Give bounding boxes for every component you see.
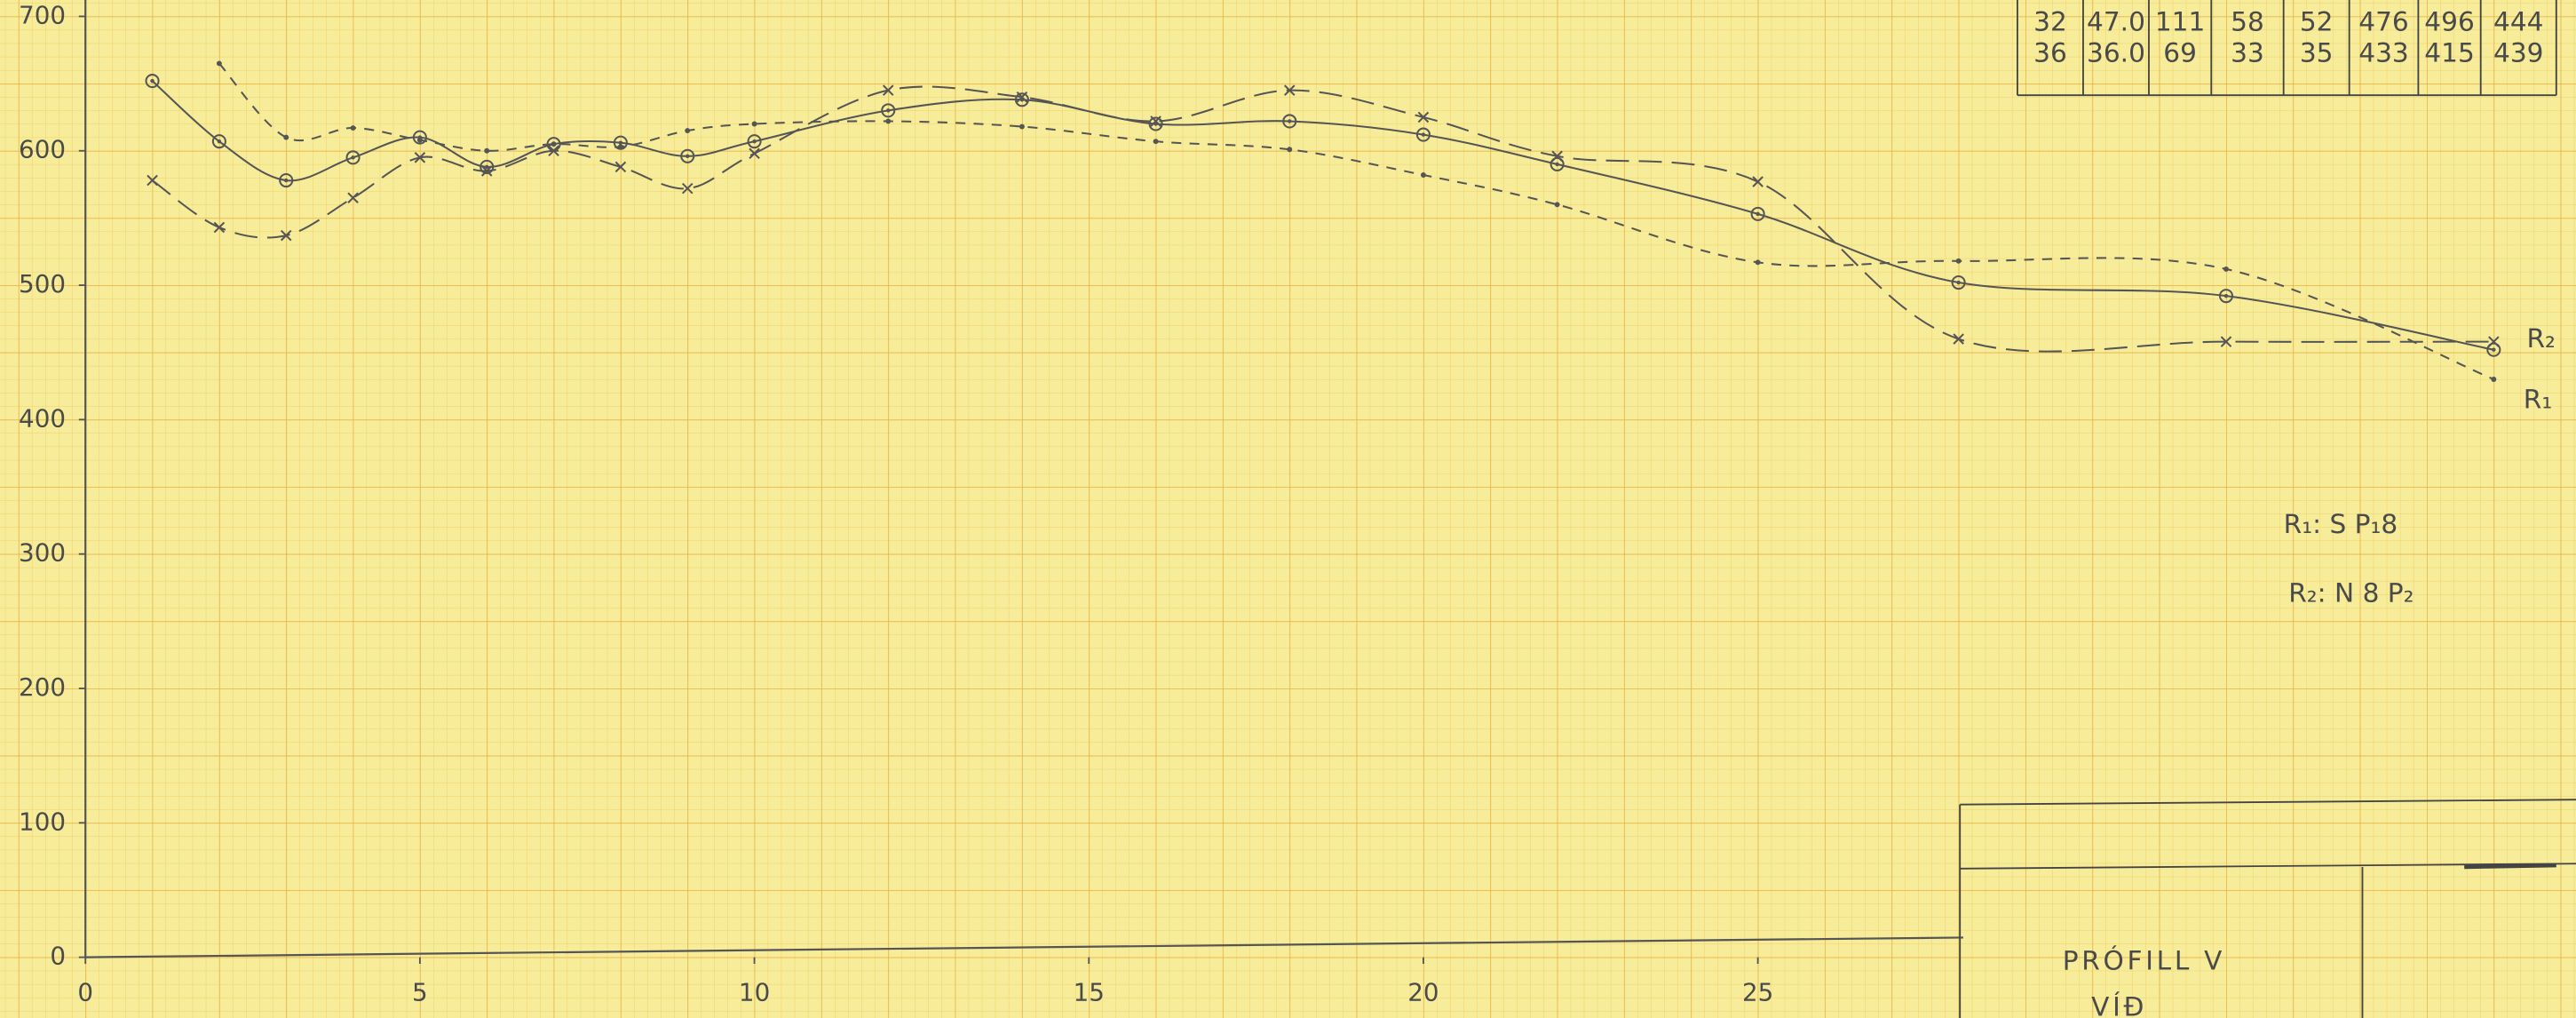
table-cell: 111 [2155, 6, 2205, 36]
marker-dot [2224, 294, 2228, 298]
dot-marker [1421, 172, 1426, 178]
x-tick-label: 0 [77, 977, 93, 1006]
marker-dot [1956, 281, 1960, 284]
marker-dot [150, 79, 154, 83]
title-block-text: PRÓFILL V [2063, 944, 2225, 976]
y-tick-label: 0 [50, 942, 66, 971]
table-cell: 476 [2358, 6, 2408, 36]
table-cell: 52 [2300, 6, 2334, 36]
y-tick-label: 500 [19, 269, 66, 298]
dot-marker [1019, 124, 1025, 130]
table-cell: 35 [2300, 38, 2334, 68]
dot-marker [283, 135, 289, 140]
marker-dot [752, 139, 756, 143]
table-cell: 415 [2424, 38, 2474, 68]
table-cell: 58 [2231, 6, 2264, 36]
marker-dot [619, 140, 622, 144]
x-tick-label: 5 [412, 977, 428, 1006]
dot-marker [1153, 139, 1159, 144]
table-cell: 69 [2163, 38, 2197, 68]
marker-dot [1288, 119, 1291, 123]
y-tick-label: 400 [19, 403, 66, 433]
dot-marker [551, 141, 557, 147]
dot-marker [484, 148, 489, 154]
title-block-line [2464, 865, 2556, 867]
x-tick-label: 10 [739, 977, 770, 1006]
x-tick-label: 15 [1074, 977, 1105, 1006]
marker-dot [886, 108, 890, 112]
y-tick-label: 300 [19, 538, 66, 568]
y-tick-label: 700 [19, 0, 66, 29]
annotation: R₁: S P₁8 [2284, 509, 2398, 539]
page: {"chart_data": { "type": "line", "xlim":… [0, 0, 2576, 1018]
dot-marker [217, 60, 222, 66]
table-cell: 36 [2033, 38, 2067, 68]
dot-marker [685, 128, 690, 133]
table-cell: 444 [2493, 6, 2543, 36]
dot-marker [1287, 147, 1292, 152]
annotation: R₂: N 8 P₂ [2288, 578, 2414, 608]
table-cell: 496 [2424, 6, 2474, 36]
marker-dot [1555, 163, 1558, 166]
marker-dot [351, 155, 354, 159]
dot-marker [2491, 377, 2496, 382]
major-grid [0, 0, 2576, 1018]
dot-marker [618, 144, 623, 149]
x-tick-label: 20 [1407, 977, 1439, 1006]
dot-marker [351, 125, 356, 131]
table-cell: 433 [2358, 38, 2408, 68]
dot-marker [2223, 266, 2229, 272]
title-block-text: VÍÐ [2091, 990, 2147, 1018]
x-tick-label: 25 [1742, 977, 1773, 1006]
table-cell: 33 [2231, 38, 2264, 68]
dot-marker [885, 119, 891, 124]
dot-marker [1555, 202, 1560, 207]
dot-marker [1956, 258, 1962, 264]
annotation: R₁ [2524, 385, 2552, 415]
y-tick-label: 600 [19, 135, 66, 164]
marker-dot [2492, 347, 2495, 351]
table-cell: 36.0 [2087, 38, 2145, 68]
table-cell: 47.0 [2087, 6, 2145, 36]
graph-paper: 0 100 200 300 400 500 600 700 0 5 10 15 20 25 R₂ R₁ R₁: … [0, 0, 2576, 1018]
marker-dot [1756, 212, 1759, 216]
y-tick-label: 200 [19, 672, 66, 702]
annotation: R₂ [2526, 323, 2555, 354]
marker-dot [1422, 132, 1425, 136]
table-cell: 439 [2493, 38, 2543, 68]
table-cell: 32 [2033, 6, 2067, 36]
dot-marker [752, 122, 757, 127]
dot-marker [417, 138, 423, 143]
dot-marker [1756, 259, 1761, 265]
marker-dot [284, 179, 288, 182]
y-tick-label: 100 [19, 807, 66, 836]
marker-dot [686, 155, 689, 158]
marker-dot [218, 139, 221, 143]
